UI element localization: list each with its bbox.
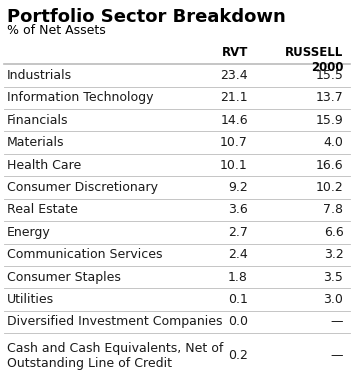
Text: 3.0: 3.0 (324, 293, 343, 306)
Text: Cash and Cash Equivalents, Net of
Outstanding Line of Credit: Cash and Cash Equivalents, Net of Outsta… (7, 342, 223, 370)
Text: 2.7: 2.7 (228, 226, 248, 239)
Text: 23.4: 23.4 (220, 69, 248, 82)
Text: 7.8: 7.8 (324, 203, 343, 217)
Text: Information Technology: Information Technology (7, 91, 154, 104)
Text: 0.1: 0.1 (228, 293, 248, 306)
Text: —: — (331, 349, 343, 362)
Text: % of Net Assets: % of Net Assets (7, 24, 106, 37)
Text: 4.0: 4.0 (324, 136, 343, 149)
Text: Consumer Staples: Consumer Staples (7, 271, 121, 284)
Text: RVT: RVT (221, 46, 248, 59)
Text: Real Estate: Real Estate (7, 203, 78, 217)
Text: 1.8: 1.8 (228, 271, 248, 284)
Text: Health Care: Health Care (7, 159, 81, 172)
Text: Portfolio Sector Breakdown: Portfolio Sector Breakdown (7, 8, 286, 26)
Text: Industrials: Industrials (7, 69, 72, 82)
Text: 10.1: 10.1 (220, 159, 248, 172)
Text: RUSSELL
2000: RUSSELL 2000 (285, 46, 343, 74)
Text: Utilities: Utilities (7, 293, 54, 306)
Text: 9.2: 9.2 (228, 181, 248, 194)
Text: Materials: Materials (7, 136, 64, 149)
Text: Financials: Financials (7, 114, 69, 127)
Text: 10.2: 10.2 (316, 181, 343, 194)
Text: 3.6: 3.6 (228, 203, 248, 217)
Text: 15.9: 15.9 (316, 114, 343, 127)
Text: 13.7: 13.7 (316, 91, 343, 104)
Text: 3.5: 3.5 (324, 271, 343, 284)
Text: 3.2: 3.2 (324, 248, 343, 261)
Text: Communication Services: Communication Services (7, 248, 162, 261)
Text: 21.1: 21.1 (220, 91, 248, 104)
Text: —: — (331, 316, 343, 328)
Text: 10.7: 10.7 (220, 136, 248, 149)
Text: 0.0: 0.0 (228, 316, 248, 328)
Text: 2.4: 2.4 (228, 248, 248, 261)
Text: 15.5: 15.5 (315, 69, 343, 82)
Text: 0.2: 0.2 (228, 349, 248, 362)
Text: 6.6: 6.6 (324, 226, 343, 239)
Text: 14.6: 14.6 (220, 114, 248, 127)
Text: Energy: Energy (7, 226, 51, 239)
Text: Diversified Investment Companies: Diversified Investment Companies (7, 316, 223, 328)
Text: Consumer Discretionary: Consumer Discretionary (7, 181, 158, 194)
Text: 16.6: 16.6 (316, 159, 343, 172)
